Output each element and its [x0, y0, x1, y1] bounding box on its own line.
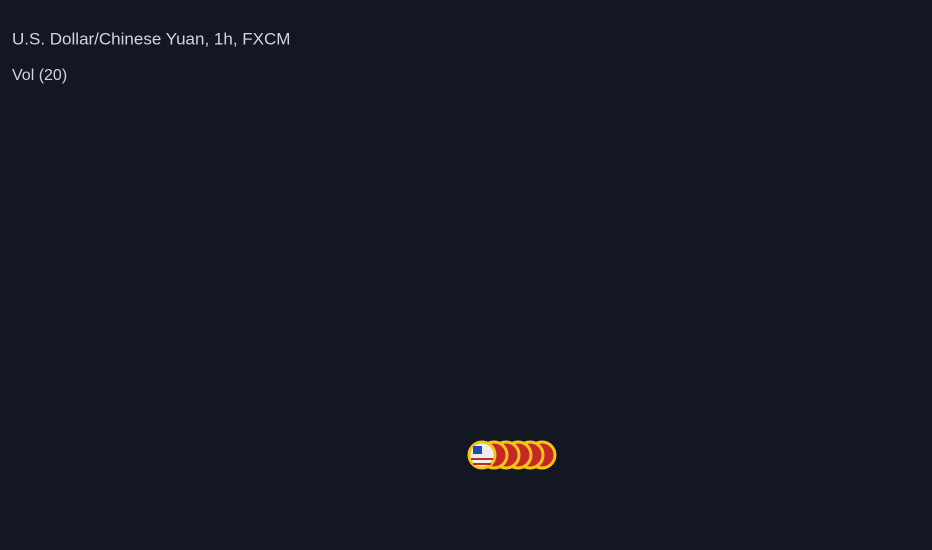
- event-icon[interactable]: [467, 440, 557, 470]
- chart-title: U.S. Dollar/Chinese Yuan, 1h, FXCM: [12, 29, 290, 48]
- events: [467, 440, 557, 470]
- price-axis: [845, 0, 932, 550]
- volume-label: Vol (20): [12, 67, 67, 84]
